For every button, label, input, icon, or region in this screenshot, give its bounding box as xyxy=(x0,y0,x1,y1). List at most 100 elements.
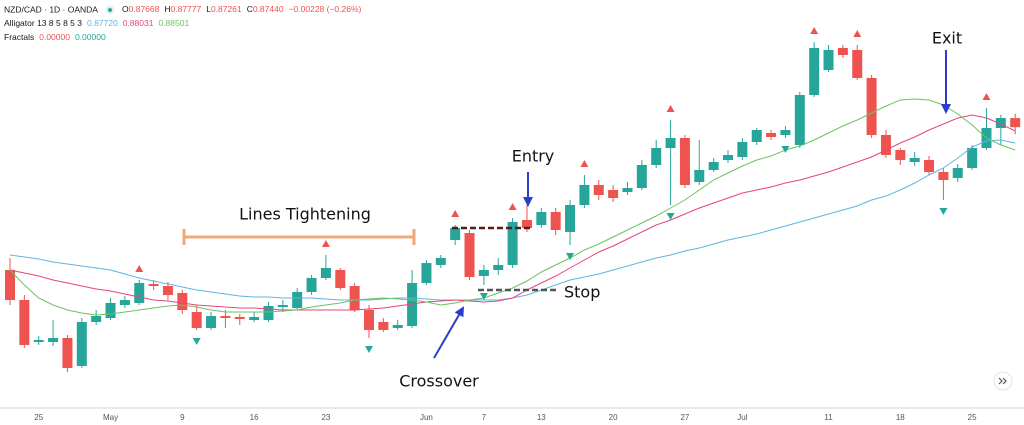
candle-body xyxy=(478,270,489,276)
x-tick-label: 18 xyxy=(896,413,905,422)
candle-body xyxy=(880,135,891,155)
alligator-legend: Alligator 13 8 5 8 5 3 0.87720 0.88031 0.88… xyxy=(4,18,189,28)
candle-body xyxy=(909,158,920,162)
annotation: Stop xyxy=(564,283,600,302)
fractal xyxy=(853,30,862,37)
quote-change: −0.00228 (−0.26%) xyxy=(289,4,362,14)
fractal xyxy=(781,146,790,153)
candle-body xyxy=(206,316,217,328)
fractal xyxy=(508,203,517,210)
candle-body xyxy=(493,265,504,270)
candle-body xyxy=(780,130,791,135)
candle-body xyxy=(220,316,231,318)
candle-body xyxy=(852,50,863,78)
quote-value: 0.87777 xyxy=(171,4,202,14)
candle-body xyxy=(751,130,762,142)
candle-body xyxy=(723,155,733,160)
alligator-line xyxy=(9,98,1016,316)
annotation: Crossover xyxy=(399,372,479,391)
quote-key: H xyxy=(164,4,170,14)
crossover-arrow xyxy=(433,306,465,359)
candle-body xyxy=(33,340,44,342)
quote-value: 0.87668 xyxy=(129,4,160,14)
indicator-value: 0.87720 xyxy=(87,18,118,28)
candle-body xyxy=(134,283,145,303)
fractal xyxy=(982,93,991,100)
candle-body xyxy=(105,303,116,318)
candle-body xyxy=(536,212,547,225)
candle-body xyxy=(565,205,576,232)
scroll-icon[interactable] xyxy=(998,377,1007,385)
candle-body xyxy=(636,165,647,188)
candle-body xyxy=(263,306,274,320)
candle-body xyxy=(952,168,963,178)
x-tick-label: 25 xyxy=(34,413,43,422)
candle-body xyxy=(349,286,360,310)
indicator-label: Fractals xyxy=(4,32,34,42)
x-tick-label: 9 xyxy=(180,413,185,422)
annotation: Entry xyxy=(512,147,555,166)
x-tick-label: 11 xyxy=(824,413,833,422)
candle-body xyxy=(593,185,604,195)
fractal xyxy=(666,105,675,112)
candle-body xyxy=(694,170,705,182)
candle-body xyxy=(579,185,590,205)
candle-body xyxy=(320,268,331,278)
candle-body xyxy=(651,148,662,165)
x-tick-label: Jul xyxy=(737,413,747,422)
indicator-value: 0.88031 xyxy=(123,18,154,28)
candle-body xyxy=(622,188,633,192)
candle-body xyxy=(737,142,748,157)
fractal xyxy=(451,210,460,217)
candle-body xyxy=(19,300,30,345)
x-tick-label: 16 xyxy=(250,413,259,422)
annotation-shapes xyxy=(182,50,951,359)
x-axis: 25 May 9 16 23 Jun 7 13 20 27 Jul 11 18 25 xyxy=(34,413,977,422)
x-tick-label: 25 xyxy=(968,413,977,422)
candle-body xyxy=(708,162,719,170)
quote-key: O xyxy=(122,4,129,14)
x-tick-label: 7 xyxy=(482,413,487,422)
quote: O0.87668 H0.87777 L0.87261 C0.87440 −0.00228… xyxy=(122,4,362,14)
candle-body xyxy=(507,222,518,265)
candle-body xyxy=(5,270,15,300)
quote-key: L xyxy=(206,4,211,14)
fractal xyxy=(939,208,948,215)
fractal xyxy=(192,338,201,345)
candle-body xyxy=(335,270,346,288)
candle-body xyxy=(421,263,432,283)
candle-body xyxy=(794,95,805,145)
x-tick-label: 20 xyxy=(609,413,618,422)
fractal xyxy=(666,213,675,220)
candle-body xyxy=(837,48,848,55)
candle-body xyxy=(895,150,906,160)
candle-body xyxy=(550,212,561,230)
candle-body xyxy=(191,312,202,328)
candle-body xyxy=(48,338,59,342)
candle-body xyxy=(364,310,374,330)
candle-body xyxy=(823,50,834,70)
candle-body xyxy=(234,317,245,319)
overlay-layer xyxy=(9,27,1016,353)
fractal xyxy=(479,293,488,300)
candle-body xyxy=(292,292,303,308)
indicator-value: 0.00000 xyxy=(39,32,70,42)
status-dot xyxy=(108,8,112,12)
candle-body xyxy=(450,228,461,240)
fractal xyxy=(365,346,373,353)
quote-key: C xyxy=(247,4,253,14)
candle-body xyxy=(464,233,475,277)
indicator-label: Alligator 13 8 5 8 5 3 xyxy=(4,18,82,28)
x-tick-label: 27 xyxy=(680,413,689,422)
fractal xyxy=(135,265,144,272)
scroll-button[interactable] xyxy=(993,371,1013,391)
candle-body xyxy=(119,300,130,305)
scroll-button-bg[interactable] xyxy=(993,371,1013,391)
symbol: NZD/CAD · 1D · OANDA xyxy=(4,4,98,14)
x-tick-label: May xyxy=(103,413,118,422)
indicator-value: 0.88501 xyxy=(158,18,189,28)
candle-body xyxy=(91,316,102,322)
